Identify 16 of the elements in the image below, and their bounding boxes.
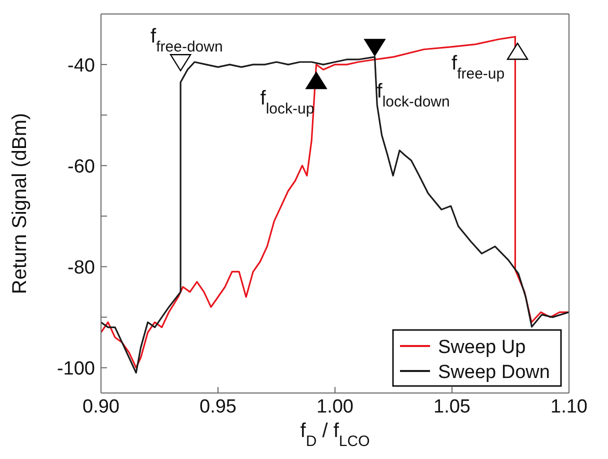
legend-label: Sweep Down [438, 362, 550, 383]
y-axis-title: Return Signal (dBm) [9, 112, 31, 294]
x-tick-label: 1.10 [550, 396, 588, 418]
x-tick-label: 0.95 [200, 396, 236, 418]
y-tick-label: -80 [68, 257, 95, 278]
y-tick-label: -100 [56, 358, 95, 380]
x-tick-label: 1.00 [316, 396, 354, 418]
legend-label: Sweep Up [438, 337, 526, 358]
annotation: f$_{free-up}$ [452, 52, 505, 82]
x-tick-label: 0.90 [82, 396, 120, 418]
annotation: f$_{free-down}$ [150, 26, 223, 56]
annotation: f$_{lock-down}$ [376, 80, 450, 110]
x-axis-title: f$_{D}$ / f$_{LCO}$ [300, 420, 370, 450]
y-tick-label: -40 [68, 55, 95, 76]
y-tick-label: -60 [68, 156, 95, 178]
x-tick-label: 1.05 [434, 396, 470, 418]
